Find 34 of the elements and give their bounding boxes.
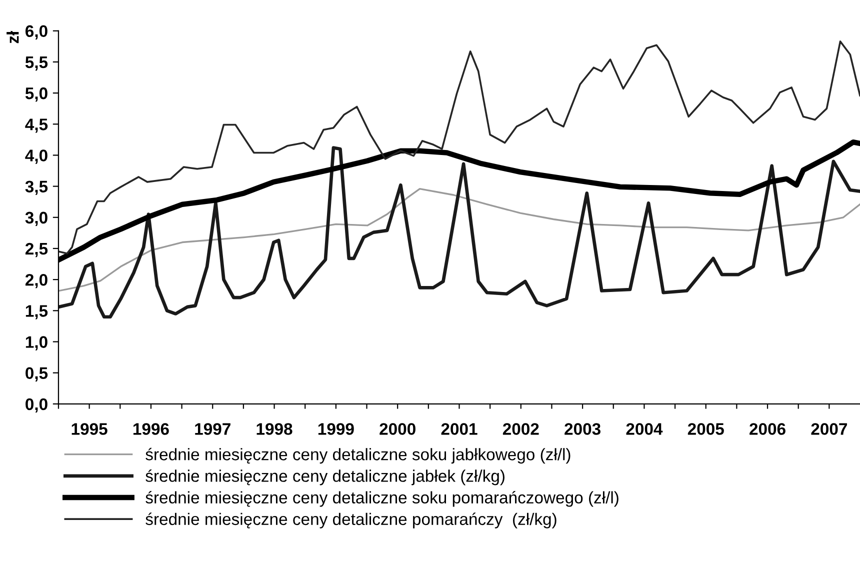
y-tick-label: 2,5: [25, 242, 48, 258]
y-tick-label: 3,5: [25, 180, 48, 195]
y-tick-label: 6,0: [26, 25, 48, 40]
legend-label: średnie miesięczne ceny detaliczne soku pomarańczowego (zł/l): [146, 491, 618, 507]
x-tick-label: 1998: [256, 423, 292, 435]
x-tick-label: 1999: [318, 423, 354, 435]
x-tick-label: 1997: [195, 423, 230, 435]
y-tick-label: 1,5: [26, 305, 48, 320]
y-tick-label: 3,0: [25, 212, 48, 226]
y-tick-label: 5,5: [25, 56, 48, 71]
y-tick-label: 0,0: [26, 398, 48, 413]
line-series: [58, 188, 860, 292]
x-tick-label: 2006: [750, 423, 786, 435]
x-tick-label: 1995: [72, 423, 108, 435]
x-tick-label: 2007: [811, 423, 847, 435]
y-tick-label: 4,5: [25, 118, 48, 133]
x-tick-label: 2002: [502, 423, 539, 435]
legend-label: średnie miesięczne ceny detaliczne jabłek (zł/kg): [146, 469, 504, 486]
y-axis-title: zł: [6, 30, 19, 44]
y-tick-label: 5,0: [25, 87, 48, 102]
line-series: [58, 146, 860, 319]
legend-label: średnie miesięczne ceny detaliczne pomarańczy (zł/kg): [146, 512, 556, 528]
x-tick-label: 2003: [564, 423, 600, 435]
y-tick-label: 4,0: [25, 150, 48, 164]
x-tick-label: 2004: [626, 423, 663, 435]
x-tick-label: 2005: [688, 423, 724, 435]
legend-label: średnie miesięczne ceny detaliczne soku jabłkowego (zł/l): [146, 448, 570, 464]
line-series: [58, 40, 860, 254]
x-tick-label: 2001: [441, 423, 478, 435]
y-tick-label: 2,0: [25, 274, 48, 288]
x-tick-label: 2000: [380, 423, 416, 435]
x-tick-label: 1996: [133, 423, 169, 435]
y-tick-label: 1,0: [26, 336, 48, 350]
y-tick-label: 0,5: [26, 367, 48, 382]
